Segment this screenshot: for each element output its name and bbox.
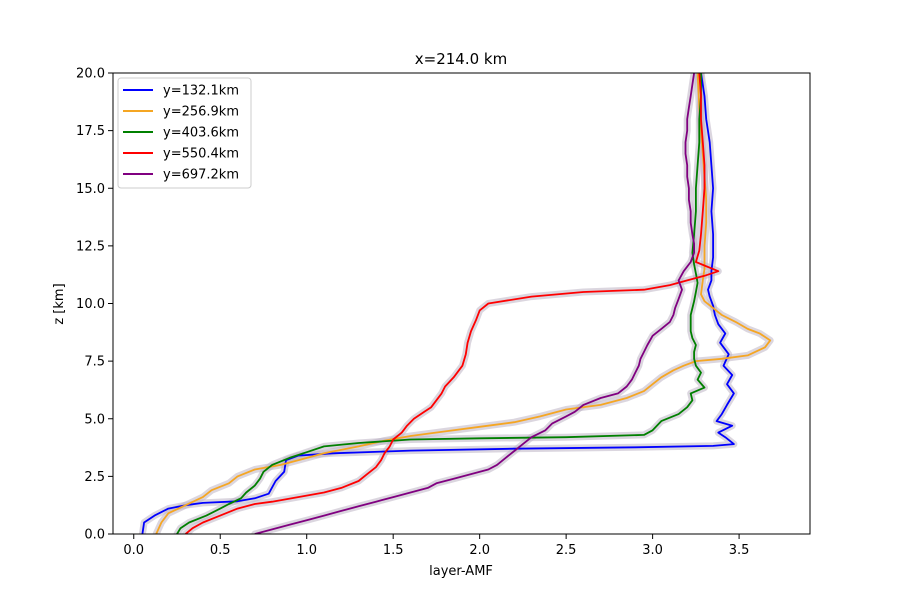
y-tick-label: 12.5 [76, 239, 105, 254]
y-tick-label: 20.0 [76, 67, 105, 82]
x-tick-label: 2.5 [556, 543, 577, 558]
x-tick-label: 1.0 [296, 543, 317, 558]
x-tick-label: 0.0 [123, 543, 144, 558]
legend-label-1: y=132.1km [163, 84, 239, 99]
legend-label-4: y=550.4km [163, 147, 239, 162]
x-axis-label: layer-AMF [429, 564, 493, 579]
legend-label-3: y=403.6km [163, 126, 239, 141]
y-tick-label: 5.0 [84, 412, 105, 427]
series-line-2 [155, 73, 772, 534]
y-tick-label: 15.0 [76, 182, 105, 197]
y-tick-label: 0.0 [84, 528, 105, 543]
x-tick-label: 3.5 [729, 543, 750, 558]
y-tick-label: 17.5 [76, 124, 105, 139]
legend-label-2: y=256.9km [163, 105, 239, 120]
x-tick-label: 1.5 [383, 543, 404, 558]
series-group [138, 73, 774, 534]
y-tick-label: 7.5 [84, 355, 105, 370]
y-tick-label: 2.5 [84, 470, 105, 485]
x-tick-label: 2.0 [469, 543, 490, 558]
series-line-4 [185, 73, 720, 534]
legend-box [117, 77, 252, 189]
legend-label-5: y=697.2km [163, 168, 239, 183]
chart-title: x=214.0 km [415, 50, 507, 68]
series-line-1 [141, 73, 735, 534]
x-tick-label: 0.5 [210, 543, 231, 558]
x-tick-label: 3.0 [642, 543, 663, 558]
series-line-5 [254, 73, 695, 534]
y-tick-label: 10.0 [76, 297, 105, 312]
series-line-3 [176, 73, 706, 534]
legend: y=132.1km y=256.9km y=403.6km y=550.4km y=69… [117, 77, 252, 189]
plot-area: 0.0 0.5 1.0 1.5 2.0 2.5 3.0 3.5 0.0 2.5 5.0 7.5 10.0… [76, 67, 811, 558]
y-axis-label: z [km] [52, 283, 67, 324]
